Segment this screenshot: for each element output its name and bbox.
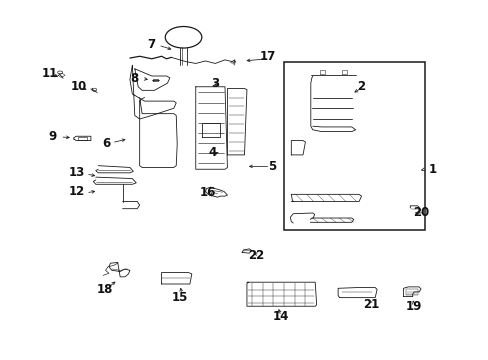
Text: 18: 18 <box>96 283 113 296</box>
Text: 19: 19 <box>405 300 422 313</box>
Text: 17: 17 <box>259 50 275 63</box>
Text: 4: 4 <box>208 145 217 158</box>
Text: 9: 9 <box>48 130 57 144</box>
Text: 3: 3 <box>211 77 219 90</box>
Text: 14: 14 <box>272 310 289 324</box>
Text: 1: 1 <box>428 163 436 176</box>
Text: 21: 21 <box>363 298 379 311</box>
Text: 20: 20 <box>412 207 428 220</box>
Text: 6: 6 <box>102 136 110 149</box>
Text: 7: 7 <box>147 38 155 51</box>
Text: 13: 13 <box>68 166 84 179</box>
Text: 5: 5 <box>267 160 276 173</box>
Bar <box>284 62 424 230</box>
Text: 10: 10 <box>70 80 87 93</box>
Text: 15: 15 <box>172 291 188 304</box>
Text: 2: 2 <box>357 80 365 93</box>
Text: 22: 22 <box>247 249 264 262</box>
Text: 8: 8 <box>130 72 139 85</box>
Text: 12: 12 <box>68 185 84 198</box>
Text: 11: 11 <box>41 67 58 80</box>
Text: 16: 16 <box>199 186 215 199</box>
